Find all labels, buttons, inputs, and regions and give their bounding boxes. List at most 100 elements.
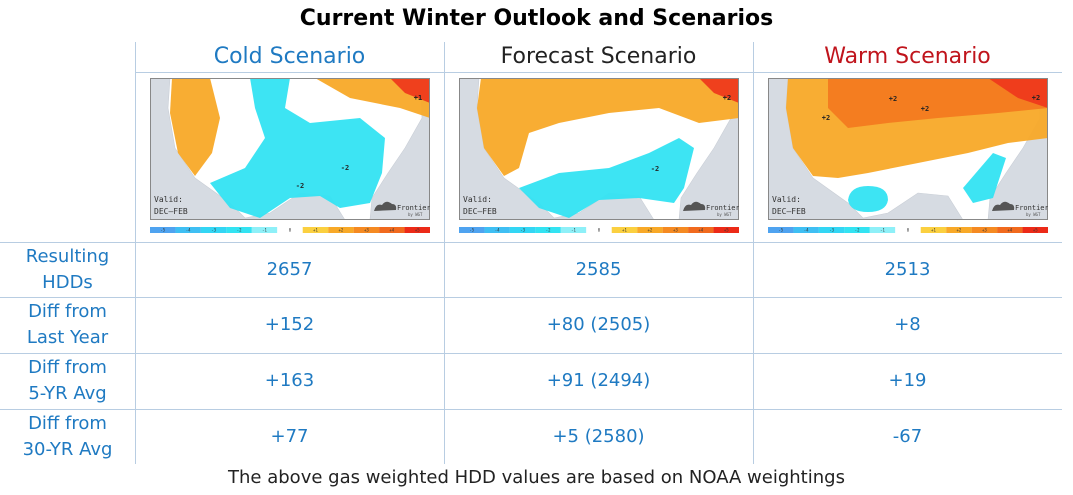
colorbar-segment [353, 227, 380, 233]
anomaly-label: +2 [889, 95, 897, 103]
colorbar-segment [920, 227, 947, 233]
colorbar-tick: -2 [546, 228, 551, 233]
colorbar-segment [1022, 227, 1048, 233]
colorbar-segment [713, 227, 739, 233]
colorbar-segment [586, 227, 612, 233]
value-cell: +5 (2580) [552, 425, 645, 447]
colorbar-segment [637, 227, 663, 233]
brand-logo [992, 201, 1015, 211]
brand: Frontier [706, 204, 739, 212]
anomaly-label: +2 [723, 94, 731, 102]
valid-period: DEC–FEB [154, 207, 188, 216]
anomaly-label: -2 [341, 164, 349, 172]
colorbar-segment [200, 227, 227, 233]
anomaly-label: +1 [414, 94, 422, 102]
brand: Frontier [1015, 204, 1048, 212]
colorbar-tick: +1 [931, 228, 936, 233]
colorbar-segment [946, 227, 972, 233]
anomaly-label: +2 [822, 114, 830, 122]
anomaly-region [828, 78, 1048, 128]
row-label: Resulting HDDs [0, 242, 135, 297]
value-cell: 2585 [575, 258, 622, 280]
colorbar-tick: 0 [598, 228, 601, 233]
valid-period: DEC–FEB [772, 207, 806, 216]
row-divider [0, 353, 1062, 354]
valid-label: Valid: [463, 195, 492, 204]
anomaly-region [390, 78, 430, 103]
anomaly-region [988, 78, 1048, 108]
colorbar-segment [150, 227, 176, 233]
colorbar-tick: -1 [262, 228, 267, 233]
colorbar-segment [611, 227, 638, 233]
colorbar-tick: +5 [415, 228, 420, 233]
colorbar-tick: +1 [622, 228, 627, 233]
value-cell: +8 [894, 314, 921, 335]
title: Current Winter Outlook and Scenarios [299, 6, 774, 31]
colorbar-segment [226, 227, 252, 233]
valid-label: Valid: [154, 195, 183, 204]
colorbar-segment [688, 227, 714, 233]
colorbar-segment [459, 227, 485, 233]
value-cell: 2657 [266, 258, 313, 280]
colorbar-tick: +3 [364, 228, 369, 233]
valid-period: DEC–FEB [463, 207, 497, 216]
colorbar-segment [793, 227, 819, 233]
colorbar-segment [869, 227, 896, 233]
row-label-line: Diff from [28, 412, 107, 434]
colorbar-segment [302, 227, 329, 233]
valid-label: Valid: [772, 195, 801, 204]
row-divider [135, 72, 1062, 73]
colorbar-segment [560, 227, 587, 233]
colorbar-tick: +4 [389, 228, 394, 233]
footer-note: The above gas weighted HDD values are ba… [228, 467, 845, 488]
anomaly-label: +2 [921, 105, 929, 113]
colorbar-segment [251, 227, 278, 233]
brand-sub: by WGT [1026, 212, 1041, 217]
colorbar-tick: +3 [982, 228, 987, 233]
scenario-header: Forecast Scenario [500, 44, 697, 69]
scenario-header: Warm Scenario [824, 44, 991, 69]
value-cell: +80 (2505) [546, 314, 651, 335]
colorbar-tick: +5 [724, 228, 729, 233]
value-cell: +91 (2494) [546, 370, 651, 391]
row-divider [0, 409, 1062, 410]
row-label-line: Resulting [25, 245, 110, 267]
anomaly-label: +2 [1032, 94, 1040, 102]
brand-logo [374, 201, 397, 211]
colorbar-tick: -4 [804, 228, 809, 233]
anomaly-region [963, 153, 1006, 203]
map-frame [459, 78, 739, 220]
colorbar-segment [328, 227, 354, 233]
value-cell: -67 [892, 425, 923, 447]
colorbar-tick: -2 [237, 228, 242, 233]
colorbar-tick: +2 [956, 228, 961, 233]
row-label-line: 5-YR Avg [28, 383, 107, 404]
anomaly-region [519, 138, 694, 218]
colorbar-segment [509, 227, 536, 233]
anomaly-region [210, 78, 385, 218]
colorbar-segment [895, 227, 921, 233]
colorbar-tick: -4 [186, 228, 191, 233]
colorbar-tick: +5 [1033, 228, 1038, 233]
colorbar-tick: +1 [313, 228, 318, 233]
column-divider [753, 42, 754, 464]
row-label-line: HDDs [42, 271, 93, 293]
colorbar-tick: -3 [829, 228, 834, 233]
map-area [150, 78, 430, 220]
anomaly-label: -2 [651, 165, 659, 173]
value-cell: +19 [888, 370, 927, 391]
anomaly-region [477, 78, 739, 176]
colorbar-tick: +2 [338, 228, 343, 233]
row-label: Diff from 5-YR Avg [0, 353, 135, 409]
brand-sub: by WGT [408, 212, 423, 217]
row-divider [0, 297, 1062, 298]
value-cell: +163 [264, 370, 315, 391]
anomaly-region [170, 78, 220, 176]
colorbar-tick: +4 [1007, 228, 1012, 233]
colorbar-segment [997, 227, 1023, 233]
anomaly-region [848, 186, 888, 212]
colorbar-segment [971, 227, 998, 233]
